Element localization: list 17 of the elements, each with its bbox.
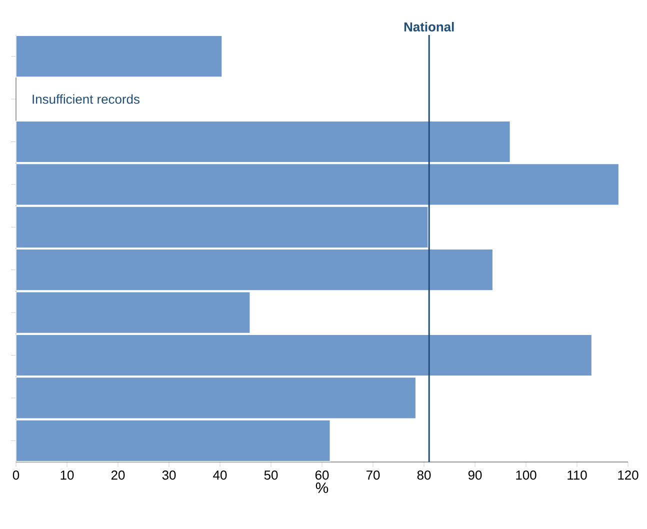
x-tick-label: 90 — [468, 470, 482, 480]
x-tick-label: 50 — [264, 470, 278, 480]
x-tick-label: 70 — [366, 470, 380, 480]
x-tick-label: 100 — [516, 470, 536, 480]
x-tick-label: 10 — [60, 470, 74, 480]
x-tick-label: 30 — [162, 470, 176, 480]
x-tick-label: 20 — [111, 470, 125, 480]
x-axis-title: % — [316, 482, 328, 493]
x-tick-label: 60 — [315, 470, 329, 480]
x-tick-label: 80 — [417, 470, 431, 480]
x-tick-label: 110 — [568, 470, 587, 480]
ref-line-label: National — [404, 22, 454, 32]
annotation: Insufficient records — [32, 94, 140, 104]
x-tick-label: 0 — [12, 470, 20, 480]
x-tick-label: 120 — [618, 470, 638, 480]
bar — [16, 35, 222, 78]
x-tick-label: 40 — [213, 470, 227, 480]
